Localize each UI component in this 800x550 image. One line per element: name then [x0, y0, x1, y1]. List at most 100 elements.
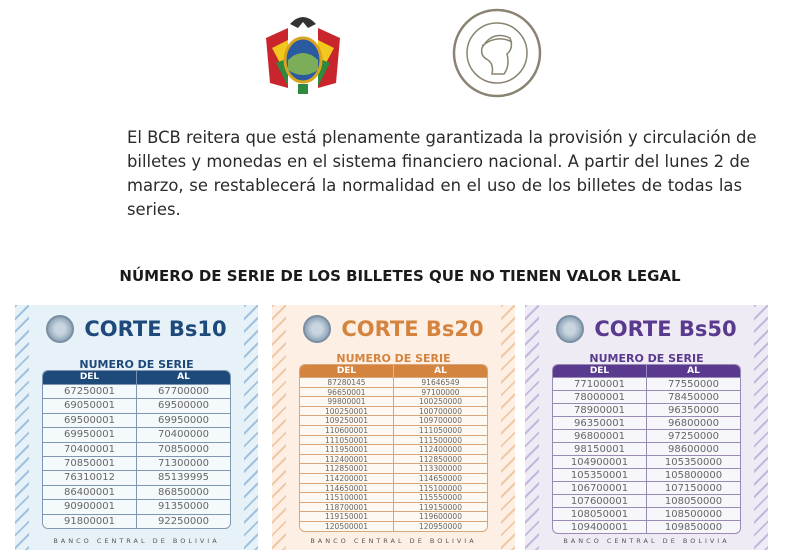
serial-from: 106700001 [570, 483, 629, 494]
serial-to: 113300000 [393, 464, 487, 473]
serial-from: 77100001 [574, 379, 625, 390]
serial-from: 96650001 [327, 387, 366, 397]
table-row: 96350001 96800000 [553, 416, 740, 429]
serial-to: 107150000 [646, 482, 740, 494]
table-row: 111050001 111500000 [300, 434, 487, 445]
serial-from: 99800001 [327, 397, 366, 407]
table-row: 67250001 67700000 [43, 384, 230, 399]
table-header: DEL AL [43, 371, 230, 384]
serial-card-bs20: CORTE Bs20 NUMERO DE SERIE DEL AL 8728014… [272, 305, 515, 550]
decorative-edge [244, 305, 258, 550]
serial-to: 86850000 [136, 485, 230, 500]
column-header-al: AL [646, 365, 740, 377]
table-row: 76310012 85139995 [43, 470, 230, 485]
table-row: 90900001 91350000 [43, 499, 230, 514]
table-row: 91800001 92250000 [43, 513, 230, 528]
serial-from: 114200001 [325, 473, 368, 483]
serial-to: 119600000 [393, 512, 487, 521]
table-row: 70850001 71300000 [43, 455, 230, 471]
serial-from: 98150001 [574, 444, 625, 455]
serial-from: 115100001 [325, 493, 368, 503]
table-header: DEL AL [300, 365, 487, 377]
serial-from: 109250001 [325, 416, 368, 426]
serial-to: 108050000 [646, 495, 740, 507]
serial-from: 114650001 [325, 483, 368, 493]
table-row: 78000001 78450000 [553, 390, 740, 403]
serial-from: 90900001 [64, 501, 115, 513]
serial-to: 96350000 [646, 404, 740, 416]
table-row: 96650001 97100000 [300, 386, 487, 397]
card-subtitle: NUMERO DE SERIE [79, 358, 194, 371]
table-row: 100250001 100700000 [300, 405, 487, 416]
serial-from: 105350001 [570, 470, 629, 481]
serial-to: 91646549 [393, 378, 487, 387]
table-row: 112400001 112850000 [300, 453, 487, 464]
card-footer: BANCO CENTRAL DE BOLIVIA [310, 537, 477, 545]
table-row: 110600001 111050000 [300, 424, 487, 435]
serial-table: DEL AL 87280145 91646549 96650001 97100000 99… [299, 364, 488, 532]
table-row: 108050001 108500000 [553, 507, 740, 520]
table-row: 106700001 107150000 [553, 481, 740, 494]
table-row: 114650001 115100000 [300, 482, 487, 493]
card-footer: BANCO CENTRAL DE BOLIVIA [53, 537, 220, 545]
column-header-del: DEL [589, 366, 610, 376]
serial-to: 91350000 [136, 500, 230, 514]
table-row: 119150001 119600000 [300, 511, 487, 521]
serial-from: 96800001 [574, 431, 625, 442]
bcb-emblem-icon [556, 315, 585, 343]
serial-to: 105350000 [646, 456, 740, 468]
decorative-edge [754, 305, 768, 550]
paragraph-line: series. [127, 200, 181, 219]
serial-from: 118700001 [325, 502, 368, 512]
serial-card-bs10: CORTE Bs10 NUMERO DE SERIE DEL AL 6725000… [15, 305, 258, 550]
serial-from: 69950001 [64, 429, 115, 441]
table-row: 115100001 115550000 [300, 492, 487, 502]
serial-from: 91800001 [64, 515, 115, 527]
serial-to: 71300000 [136, 456, 230, 471]
serial-from: 69500001 [64, 414, 115, 426]
serial-to: 97250000 [646, 430, 740, 442]
decorative-edge [501, 305, 515, 550]
serial-from: 69050001 [64, 400, 115, 412]
table-row: 105350001 105800000 [553, 468, 740, 481]
table-row: 69950001 70400000 [43, 427, 230, 442]
serial-to: 105800000 [646, 469, 740, 481]
column-header-del: DEL [336, 366, 357, 376]
serial-to: 109850000 [646, 521, 740, 533]
card-title: CORTE Bs20 [341, 317, 484, 341]
card-footer: BANCO CENTRAL DE BOLIVIA [563, 537, 730, 545]
serial-to: 78450000 [646, 391, 740, 403]
table-row: 112850001 113300000 [300, 463, 487, 473]
serial-from: 100250001 [325, 406, 368, 416]
serial-to: 98600000 [646, 443, 740, 455]
table-row: 104900001 105350000 [553, 455, 740, 468]
table-row: 70400001 70850000 [43, 441, 230, 456]
serial-from: 70400001 [64, 443, 115, 455]
serial-from: 76310012 [64, 472, 115, 484]
serial-to: 70850000 [136, 442, 230, 456]
decorative-edge [272, 305, 286, 550]
table-row: 69050001 69500000 [43, 398, 230, 413]
serial-to: 108500000 [646, 508, 740, 520]
table-row: 114200001 114650000 [300, 472, 487, 483]
card-subtitle: NUMERO DE SERIE [589, 352, 704, 365]
serial-from: 111950001 [325, 445, 368, 455]
serial-to: 111050000 [393, 425, 487, 435]
table-row: 111950001 112400000 [300, 444, 487, 454]
section-heading: NÚMERO DE SERIE DE LOS BILLETES QUE NO T… [119, 267, 681, 285]
table-row: 98150001 98600000 [553, 442, 740, 455]
paragraph-line: El BCB reitera que está plenamente garan… [127, 128, 757, 147]
serial-to: 112400000 [393, 445, 487, 454]
serial-from: 120500001 [325, 521, 368, 531]
serial-to: 115100000 [393, 483, 487, 493]
serial-to: 92250000 [136, 514, 230, 528]
serial-to: 111500000 [393, 435, 487, 445]
column-header-del: DEL [79, 372, 100, 382]
bcb-emblem-icon [46, 315, 75, 343]
serial-from: 111050001 [325, 435, 368, 445]
serial-to: 70400000 [136, 428, 230, 442]
table-row: 109250001 109700000 [300, 415, 487, 425]
column-header-al: AL [136, 371, 230, 384]
serial-card-bs50: CORTE Bs50 NUMERO DE SERIE DEL AL 7710000… [525, 305, 768, 550]
serial-to: 96800000 [646, 417, 740, 429]
